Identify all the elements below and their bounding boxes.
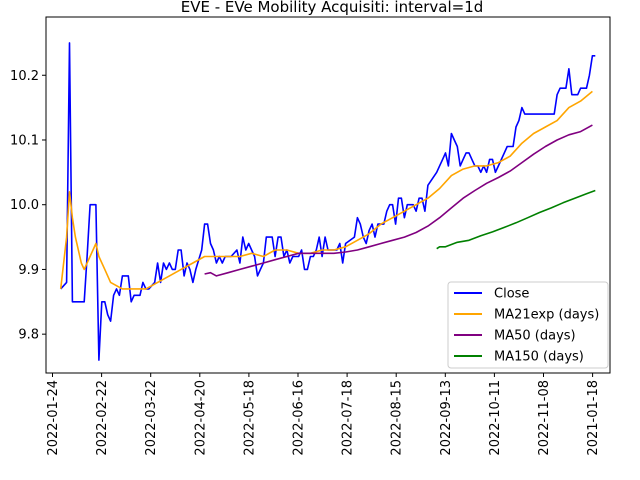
legend-label-2: MA50 (days) bbox=[494, 329, 576, 344]
series-line-1 bbox=[59, 90, 593, 290]
y-tick-label-3: 10.1 bbox=[10, 133, 39, 148]
legend: Close MA21exp (days) MA50 (days) MA150 (day… bbox=[447, 281, 609, 369]
legend-label-0: Close bbox=[494, 287, 529, 302]
x-tick-label-9: 2022-10-11 bbox=[488, 380, 503, 456]
y-tick-label-1: 9.9 bbox=[18, 263, 39, 278]
legend-label-1: MA21exp (days) bbox=[494, 308, 599, 323]
x-tick-label-5: 2022-06-16 bbox=[292, 380, 307, 456]
series-line-3 bbox=[436, 189, 596, 250]
x-tick-label-8: 2022-09-13 bbox=[439, 380, 454, 456]
x-tick-label-0: 2022-01-24 bbox=[46, 380, 61, 456]
series-line-2 bbox=[204, 124, 593, 277]
axes-frame bbox=[45, 16, 611, 374]
x-tick-label-2: 2022-03-22 bbox=[144, 380, 159, 456]
x-tick-label-4: 2022-05-18 bbox=[242, 380, 257, 456]
x-tick-label-10: 2022-11-08 bbox=[537, 380, 552, 456]
y-axis: 9.8 9.9 10.0 10.1 10.2 bbox=[10, 69, 46, 343]
y-tick-label-2: 10.0 bbox=[10, 198, 39, 213]
x-tick-label-3: 2022-04-20 bbox=[193, 380, 208, 456]
chart-title: EVE - EVe Mobility Acquisiti: interval=1… bbox=[181, 0, 484, 16]
x-tick-label-1: 2022-02-22 bbox=[95, 380, 110, 456]
y-tick-label-0: 9.8 bbox=[18, 328, 39, 343]
legend-box bbox=[447, 281, 609, 369]
x-tick-label-7: 2022-08-15 bbox=[390, 380, 405, 456]
x-tick-label-11: 2021-01-18 bbox=[586, 380, 601, 456]
series-layer bbox=[59, 42, 596, 361]
y-tick-label-4: 10.2 bbox=[10, 69, 39, 84]
x-tick-label-6: 2022-07-18 bbox=[341, 380, 356, 456]
x-axis: 2022-01-24 2022-02-22 2022-03-22 2022-04-20… bbox=[46, 373, 601, 456]
legend-label-3: MA150 (days) bbox=[494, 350, 584, 365]
